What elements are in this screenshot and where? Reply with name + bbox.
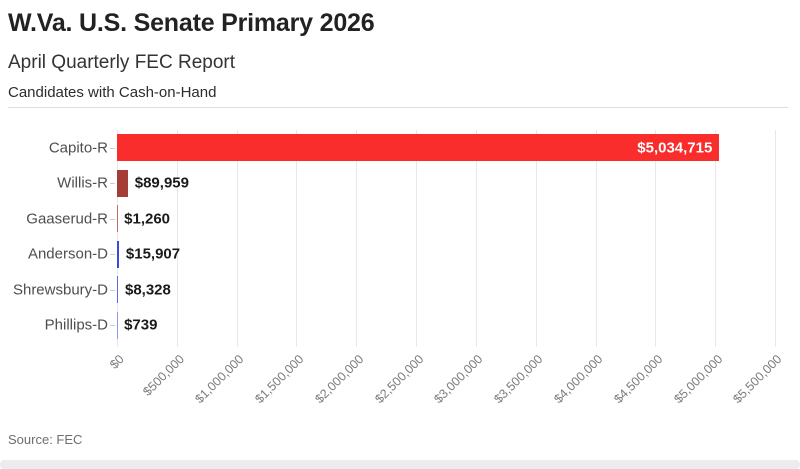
category-tick (110, 183, 115, 185)
chart-subtitle: April Quarterly FEC Report (8, 52, 236, 73)
category-label: Willis-R (57, 174, 108, 192)
category-label: Shrewsbury-D (12, 281, 108, 299)
gridline (416, 130, 418, 347)
x-axis-tick-label: $3,500,000 (491, 352, 546, 407)
bar-row: Shrewsbury-D $8,328 (13, 272, 775, 308)
category-label: Capito-R (48, 139, 108, 157)
bar[interactable] (117, 240, 119, 268)
category-tick (110, 289, 115, 291)
gridline (176, 130, 178, 347)
x-axis-tick-label: $2,500,000 (371, 352, 426, 407)
bar-row: Willis-R $89,959 (57, 166, 775, 202)
value-label: $8,328 (124, 281, 171, 299)
value-label: $1,260 (124, 210, 171, 228)
x-axis-tick-label: $4,000,000 (551, 352, 606, 407)
category-tick (110, 218, 115, 220)
gridline (775, 130, 776, 347)
x-axis-tick-label: $5,500,000 (730, 352, 785, 407)
bar[interactable] (117, 169, 128, 197)
gridline (715, 130, 717, 347)
gridline (296, 130, 298, 347)
chart-caption: Candidates with Cash-on-Hand (8, 84, 217, 101)
gridline (236, 130, 238, 347)
category-label: Anderson-D (27, 245, 108, 263)
bar[interactable] (117, 134, 720, 162)
gridline (595, 130, 597, 347)
category-label: Phillips-D (44, 316, 108, 334)
x-axis-tick-label: $2,000,000 (312, 352, 367, 407)
bar-row: Gaaserud-R $1,260 (26, 201, 775, 237)
chart-title: W.Va. U.S. Senate Primary 2026 (8, 9, 375, 37)
value-label: $15,907 (125, 245, 181, 263)
header-divider (8, 107, 788, 108)
x-axis-tick-label: $1,500,000 (252, 352, 307, 407)
bar[interactable] (117, 276, 118, 304)
category-tick (110, 325, 115, 327)
x-axis-tick-label: $0 (107, 352, 127, 372)
x-axis-tick-label: $3,000,000 (431, 352, 486, 407)
gridline (356, 130, 358, 347)
value-label: $5,034,715 (637, 139, 713, 157)
bar-row: Capito-R $5,034,715 (49, 130, 775, 166)
gridline (117, 130, 118, 347)
bottom-divider-bar (0, 460, 800, 469)
category-tick (110, 254, 115, 256)
x-axis-tick-label: $4,500,000 (611, 352, 666, 407)
category-label: Gaaserud-R (26, 210, 108, 228)
source-note: Source: FEC (8, 432, 83, 447)
category-tick (110, 147, 115, 149)
bar-row: Anderson-D $15,907 (28, 237, 775, 273)
plot-area: $0 $500,000 $1,000,000 $1,500,000 $2,000,000… (13, 130, 785, 406)
bar-row: Phillips-D $739 (45, 308, 775, 344)
x-axis-tick-label: $1,000,000 (192, 352, 247, 407)
x-axis-tick-label: $5,000,000 (670, 352, 726, 407)
gridline (655, 130, 657, 347)
gridline (535, 130, 537, 347)
value-label: $739 (124, 316, 158, 334)
value-label: $89,959 (134, 174, 189, 192)
x-axis-tick-label: $500,000 (139, 352, 187, 399)
gridline (475, 130, 477, 347)
